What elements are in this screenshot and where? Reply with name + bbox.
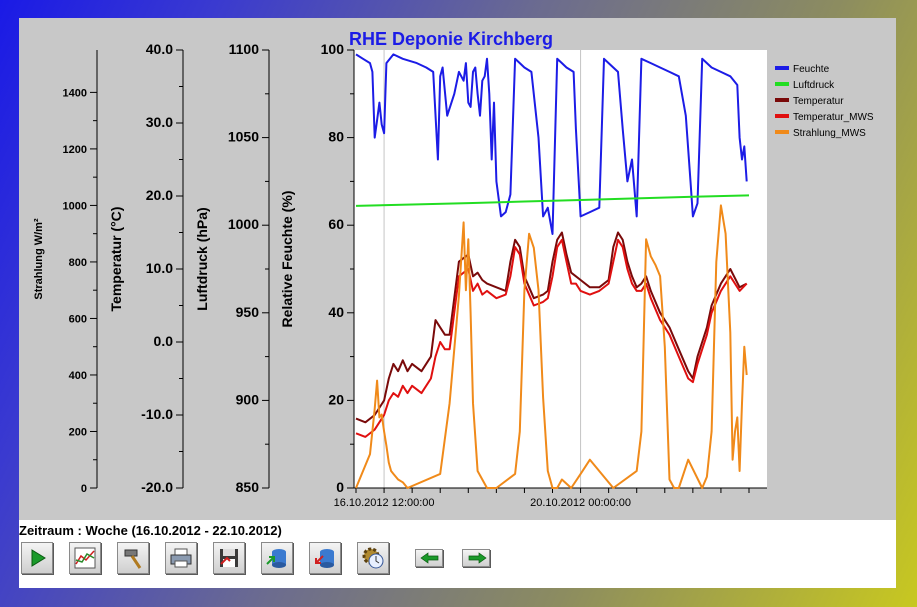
- tick-label: 0: [336, 479, 344, 495]
- tick-label: 30.0: [146, 114, 173, 130]
- tick-label: 400: [69, 370, 87, 382]
- chart-panel: 0 200 400 600 800 1000 1200 1400 Strahlung W/m² -…: [19, 18, 896, 520]
- axis-title: Temperatur (°C): [108, 207, 124, 312]
- tick-label: 40.0: [146, 41, 173, 57]
- series-line-luftdruck: [355, 194, 750, 207]
- legend-swatch: [775, 98, 789, 102]
- tick-label: 1000: [63, 200, 87, 212]
- settings-tool-button[interactable]: [117, 542, 149, 574]
- legend-swatch: [775, 66, 789, 70]
- legend: Feuchte Luftdruck Temperatur Temperatur_MWS…: [775, 64, 874, 139]
- axis-title: Luftdruck (hPa): [194, 207, 210, 310]
- y-axis-feuchte: 0 20 40 60 80 100 Relative Feuchte (%): [279, 41, 355, 495]
- database-import-icon: [266, 549, 286, 568]
- legend-label: Temperatur_MWS: [793, 112, 874, 123]
- series-line-temperatur-mws: [355, 238, 748, 438]
- footer-bar: Zeitraum : Woche (16.10.2012 - 22.10.201…: [19, 520, 896, 588]
- y-axis-luftdruck: 850 900 950 1000 1050 1100 Luftdruck (hPa): [194, 41, 270, 495]
- tick-label: 1400: [63, 87, 87, 99]
- tick-label: 20: [328, 391, 344, 407]
- save-button[interactable]: [213, 542, 245, 574]
- arrow-right-icon: [468, 552, 487, 564]
- legend-swatch: [775, 114, 789, 118]
- tick-label: 800: [69, 257, 87, 269]
- config-button[interactable]: [357, 542, 389, 574]
- legend-swatch: [775, 130, 789, 134]
- y-axis-strahlung: 0 200 400 600 800 1000 1200 1400 Strahlung W/m²: [33, 50, 98, 495]
- tick-label: 1100: [229, 41, 260, 57]
- tick-label: 100: [321, 41, 345, 57]
- tick-label: 1000: [228, 216, 259, 232]
- legend-swatch: [775, 82, 789, 86]
- hammer-icon: [124, 549, 142, 569]
- next-button[interactable]: [462, 549, 490, 567]
- tick-label: 20.0: [146, 187, 173, 203]
- chart-icon: [74, 547, 96, 569]
- tick-label: -20.0: [141, 479, 173, 495]
- tick-label: 40: [328, 304, 344, 320]
- arrow-left-icon: [420, 552, 439, 564]
- tick-label: 60: [328, 216, 344, 232]
- series-line-feuchte: [355, 53, 748, 235]
- tick-label: 1050: [228, 129, 259, 145]
- gear-clock-icon: [362, 547, 384, 569]
- tick-label: 80: [328, 129, 344, 145]
- series-line-temperatur: [355, 231, 748, 424]
- tick-label: 600: [69, 313, 87, 325]
- tick-label: 200: [69, 426, 87, 438]
- tick-label: 950: [236, 304, 260, 320]
- axis-title: Strahlung W/m²: [33, 218, 45, 300]
- tick-label: 850: [236, 479, 260, 495]
- x-tick-label: 20.10.2012 00:00:00: [530, 497, 631, 509]
- period-label: Zeitraum : Woche (16.10.2012 - 22.10.201…: [19, 523, 282, 538]
- database-export-icon: [315, 549, 334, 568]
- series-line-strahlung-mws: [355, 204, 748, 489]
- export-button[interactable]: [309, 542, 341, 574]
- tick-label: 1200: [63, 144, 87, 156]
- y-axis-temperatur: -20.0 -10.0 0.0 10.0 20.0 30.0 40.0 Temperatur …: [108, 41, 184, 495]
- chart-button[interactable]: [69, 542, 101, 574]
- legend-label: Luftdruck: [793, 80, 835, 91]
- tick-label: 0.0: [154, 333, 174, 349]
- axis-title: Relative Feuchte (%): [279, 191, 295, 328]
- tick-label: 10.0: [146, 260, 173, 276]
- play-icon: [31, 549, 46, 567]
- chart-title: RHE Deponie Kirchberg: [349, 29, 553, 49]
- print-button[interactable]: [165, 542, 197, 574]
- play-button[interactable]: [21, 542, 53, 574]
- tick-label: -10.0: [141, 406, 173, 422]
- printer-icon: [170, 548, 192, 568]
- legend-label: Temperatur: [793, 96, 844, 107]
- import-button[interactable]: [261, 542, 293, 574]
- x-tick-label: 16.10.2012 12:00:00: [334, 497, 435, 509]
- floppy-icon: [220, 549, 238, 567]
- legend-label: Feuchte: [793, 64, 830, 75]
- prev-button[interactable]: [415, 549, 443, 567]
- legend-label: Strahlung_MWS: [793, 128, 866, 139]
- plot-area: [354, 50, 767, 488]
- tick-label: 900: [236, 391, 260, 407]
- tick-label: 0: [81, 483, 87, 495]
